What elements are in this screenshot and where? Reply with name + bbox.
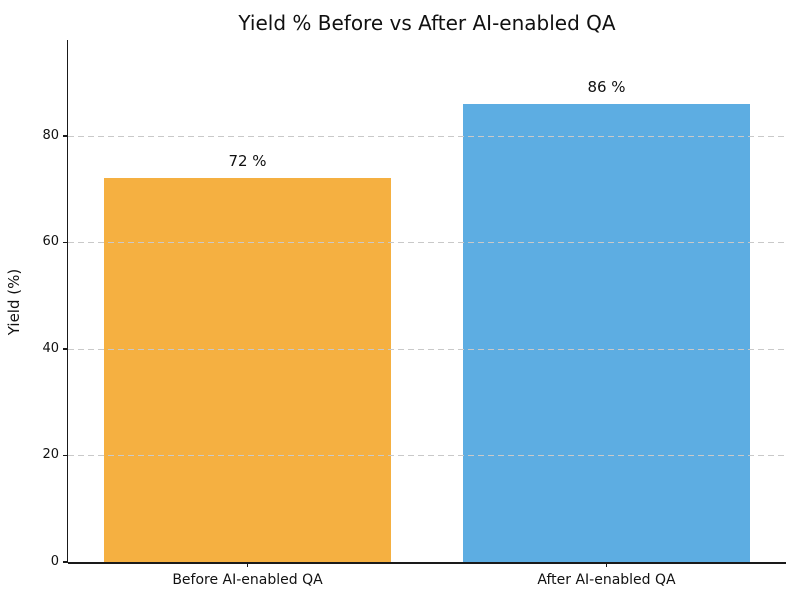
x-axis-spine: [68, 562, 786, 564]
gridline-y-20: [68, 455, 786, 457]
x-tick-mark-before-ai-enabled-qa: [246, 562, 249, 567]
y-tick-mark-0: [63, 561, 68, 563]
x-tick-label-before-ai-enabled-qa: Before AI-enabled QA: [172, 572, 323, 588]
y-tick-label-20: 20: [42, 447, 59, 463]
y-tick-label-60: 60: [42, 234, 59, 250]
y-tick-label-80: 80: [42, 127, 59, 143]
x-tick-mark-after-ai-enabled-qa: [605, 562, 608, 567]
y-tick-label-40: 40: [42, 340, 59, 356]
chart-title: Yield % Before vs After AI-enabled QA: [238, 11, 616, 35]
bar-value-label-after-ai-enabled-qa: 86 %: [587, 77, 626, 96]
gridline-y-80: [68, 135, 786, 137]
bar-value-label-before-ai-enabled-qa: 72 %: [228, 152, 267, 171]
y-tick-mark-40: [63, 348, 68, 350]
gridline-y-40: [68, 348, 786, 350]
y-axis-label-text: Yield (%): [5, 268, 23, 336]
y-tick-mark-60: [63, 241, 68, 244]
gridline-y-60: [68, 242, 786, 244]
y-tick-mark-80: [63, 135, 68, 137]
y-tick-label-0: 0: [50, 554, 59, 569]
y-axis-spine: [66, 40, 68, 562]
bar-after-ai-enabled-qa: [462, 103, 751, 562]
y-tick-mark-20: [63, 454, 68, 457]
bar-before-ai-enabled-qa: [103, 178, 392, 562]
x-tick-label-after-ai-enabled-qa: After AI-enabled QA: [537, 572, 676, 588]
